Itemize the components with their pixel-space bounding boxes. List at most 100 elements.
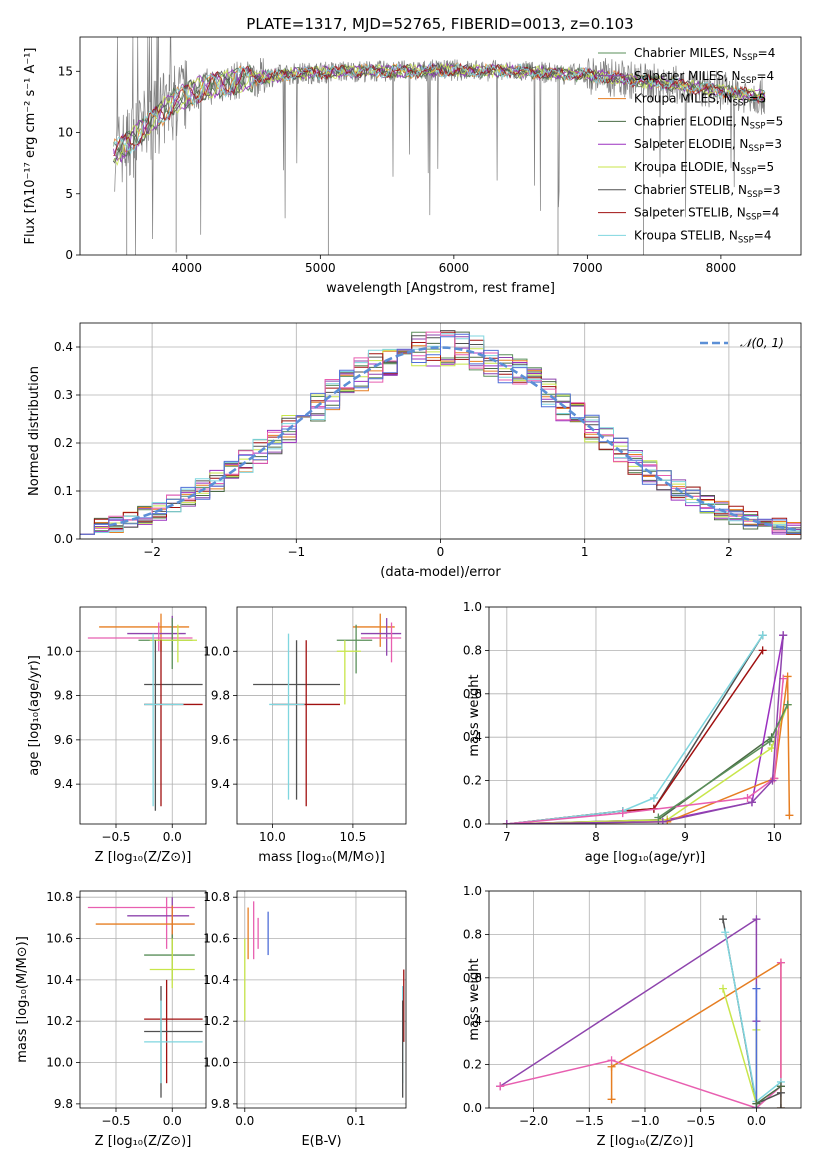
y-tick-label: 0.4	[54, 340, 73, 354]
x-tick-label: 9	[681, 830, 689, 844]
mass-weight-line	[610, 961, 782, 1108]
figure-title: PLATE=1317, MJD=52765, FIBERID=0013, z=0…	[246, 15, 633, 33]
mass-weight-marker	[776, 958, 785, 967]
mass-weight-marker	[719, 915, 727, 924]
x-tick-label: −0.5	[101, 830, 130, 844]
x-tick-label: 0.1	[346, 1114, 365, 1128]
x-axis-label: Z [log₁₀(Z/Z⊙)]	[95, 1134, 192, 1149]
legend-entry: Kroupa ELODIE, NSSP=5	[634, 160, 774, 177]
axes-frame	[79, 606, 207, 825]
y-tick-label: 10.8	[203, 890, 230, 904]
y-tick-label: 10.6	[46, 932, 73, 946]
plot-area	[87, 613, 203, 811]
y-tick-label: 10.4	[46, 973, 73, 987]
mass-weight-marker	[768, 776, 777, 785]
y-axis-label: Flux [fλ10⁻¹⁷ erg cm⁻² s⁻¹ A⁻¹]	[23, 48, 38, 245]
plot-area	[502, 631, 794, 824]
y-tick-label: 15	[58, 64, 73, 78]
y-tick-label: 0.0	[54, 532, 73, 546]
x-tick-label: −2	[143, 545, 161, 559]
x-axis-label: Z [log₁₀(Z/Z⊙)]	[597, 1134, 694, 1149]
y-tick-label: 0.2	[463, 774, 482, 788]
axes-frame	[236, 890, 407, 1109]
x-axis-label: age [log₁₀(age/yr)]	[585, 850, 706, 865]
y-tick-label: 0.0	[463, 817, 482, 831]
y-tick-label: 0.3	[54, 388, 73, 402]
y-tick-label: 0	[65, 248, 73, 262]
model-spectrum-line	[113, 62, 765, 157]
mass-weight-marker	[765, 737, 774, 746]
y-tick-label: 10.0	[203, 644, 230, 658]
mass-weight-marker	[785, 811, 794, 820]
mass-weight-marker	[783, 700, 792, 709]
x-tick-label: −1.5	[575, 1114, 604, 1128]
y-tick-label: 0.8	[463, 927, 482, 941]
y-tick-label: 10.0	[203, 1056, 230, 1070]
x-tick-label: −1	[287, 545, 305, 559]
y-tick-label: 0.8	[463, 643, 482, 657]
y-axis-label: mass weight	[467, 674, 482, 756]
histogram-step	[80, 333, 801, 535]
y-tick-label: 1.0	[463, 600, 482, 614]
x-tick-label: 7	[503, 830, 511, 844]
y-axis-label: mass [log₁₀(M/M⊙)]	[15, 936, 30, 1063]
mass-weight-marker	[776, 1082, 785, 1091]
mass-weight-marker	[752, 915, 761, 924]
mass-weight-line	[499, 917, 758, 1108]
y-tick-label: 0.6	[463, 687, 482, 701]
x-tick-label: 10	[767, 830, 782, 844]
x-tick-label: −2.0	[519, 1114, 548, 1128]
mass-weight-marker	[783, 672, 792, 681]
mass-weight-vs-age-panel: 7 8 9 10 0.0 0.2 0.4 0.6 0.8 1.0 age [log₁₀(age/yr…	[463, 600, 802, 865]
x-tick-label: 0	[437, 545, 445, 559]
gaussian-curve	[108, 346, 801, 532]
mass-vs-metallicity-panel: −0.5 0.0 9.8 10.0 10.2 10.4 10.6 10.8 Z [log₁₀(Z…	[15, 890, 207, 1149]
mass-weight-line	[506, 635, 784, 824]
y-tick-label: 10.0	[46, 1056, 73, 1070]
legend-entry: Chabrier ELODIE, NSSP=5	[634, 114, 783, 131]
x-tick-label: 10.5	[340, 830, 367, 844]
x-tick-label: 1	[581, 545, 589, 559]
axes-frame	[79, 36, 802, 256]
mass-weight-line	[506, 634, 764, 824]
plot-area	[244, 901, 405, 1098]
y-tick-label: 9.6	[54, 733, 73, 747]
y-tick-label: 9.8	[54, 1097, 73, 1111]
mass-weight-marker	[658, 817, 667, 824]
mass-weight-marker	[502, 820, 511, 824]
axes-frame	[236, 606, 407, 825]
x-tick-label: −1.0	[630, 1114, 659, 1128]
legend-entry: Chabrier STELIB, NSSP=3	[634, 183, 781, 200]
x-tick-label: −0.5	[686, 1114, 715, 1128]
y-tick-label: 0.1	[54, 484, 73, 498]
mass-weight-marker	[752, 984, 761, 993]
x-tick-label: 0.0	[163, 1114, 182, 1128]
x-axis-label: (data-model)/error	[380, 565, 501, 580]
plot-area	[87, 897, 203, 1098]
mass-weight-line	[506, 635, 784, 824]
y-tick-label: 5	[65, 187, 73, 201]
x-tick-label: 0.0	[163, 830, 182, 844]
y-tick-label: 9.4	[211, 777, 230, 791]
y-tick-label: 10.2	[203, 1014, 230, 1028]
legend-entry: Salpeter STELIB, NSSP=4	[634, 206, 779, 223]
age-vs-mass-panel: 10.0 10.5 9.4 9.6 9.8 10.0 mass [log₁₀(M/M⊙)]	[203, 606, 407, 865]
y-tick-label: 9.8	[211, 689, 230, 703]
y-tick-label: 0.0	[463, 1101, 482, 1115]
axes-frame	[488, 606, 802, 825]
mass-weight-marker	[743, 793, 752, 802]
y-axis-label: age [log₁₀(age/yr)]	[27, 655, 42, 776]
axes-frame	[79, 322, 802, 540]
mass-weight-marker	[654, 813, 663, 822]
x-tick-label: 4000	[172, 261, 203, 275]
axes-frame	[79, 890, 207, 1109]
y-tick-label: 10.4	[203, 973, 230, 987]
mass-weight-marker	[776, 1104, 785, 1108]
mass-weight-line	[506, 634, 764, 824]
x-tick-label: 8	[592, 830, 600, 844]
mass-weight-marker	[747, 798, 756, 807]
mass-weight-marker	[752, 1099, 761, 1108]
mass-weight-line	[506, 704, 789, 824]
legend-entry: Kroupa MILES, NSSP=5	[634, 92, 766, 109]
x-axis-label: wavelength [Angstrom, rest frame]	[326, 281, 555, 296]
